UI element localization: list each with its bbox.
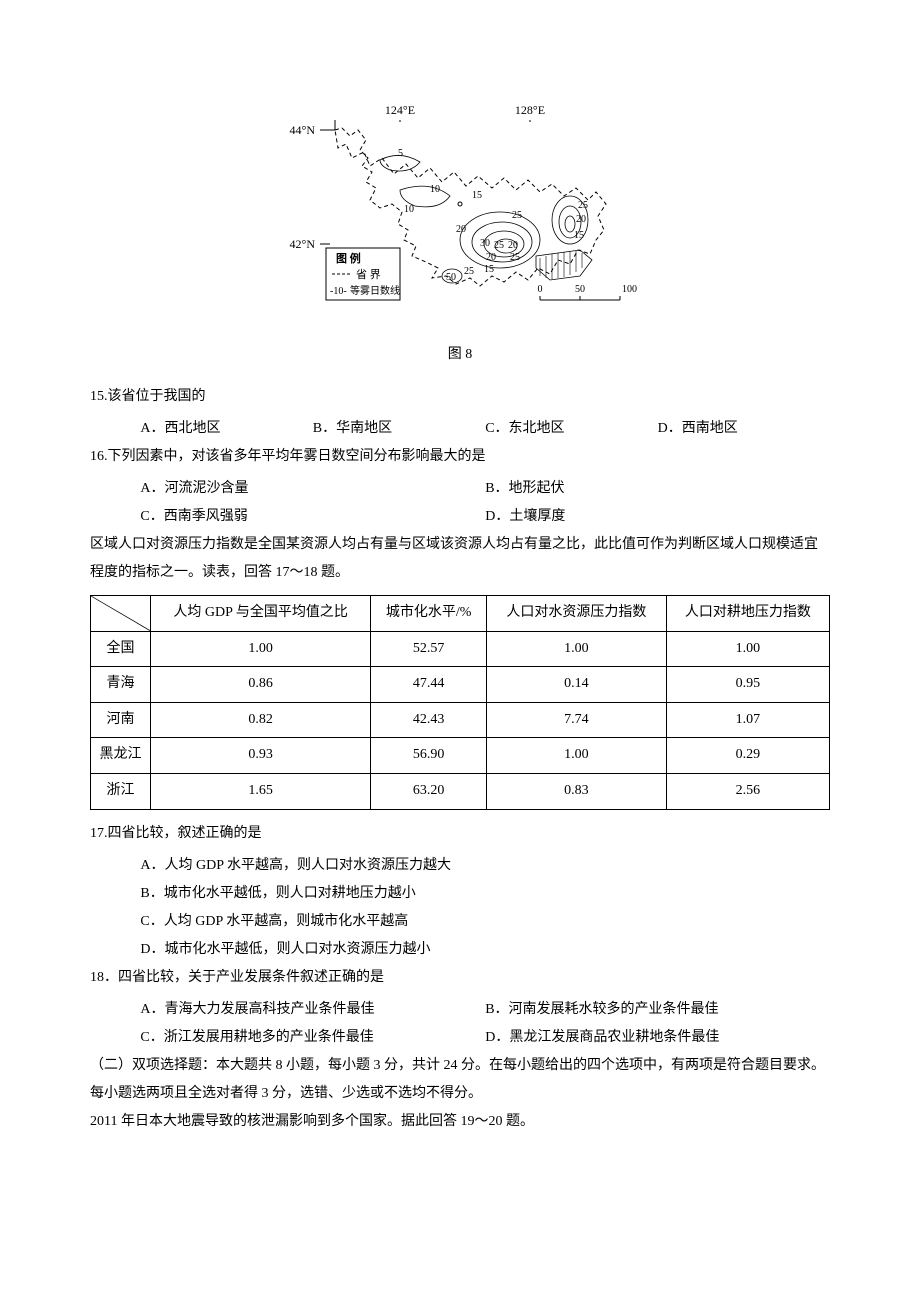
q18-options-row1: A．青海大力发展高科技产业条件最佳 B．河南发展耗水较多的产业条件最佳: [90, 996, 830, 1024]
table-header-1: 人均 GDP 与全国平均值之比: [151, 596, 371, 632]
q15-opt-c: C．东北地区: [485, 415, 657, 443]
q18-stem: 18．四省比较，关于产业发展条件叙述正确的是: [90, 964, 830, 992]
svg-text:省 界: 省 界: [356, 268, 381, 281]
q16-options-row1: A．河流泥沙含量 B．地形起伏: [90, 475, 830, 503]
svg-text:20: 20: [486, 252, 496, 263]
svg-text:100 km: 100 km: [622, 284, 640, 295]
q15-opt-b: B．华南地区: [313, 415, 485, 443]
q15-stem: 15.该省位于我国的: [90, 383, 830, 411]
q18-opt-c: C．浙江发展用耕地多的产业条件最佳: [140, 1024, 485, 1052]
q16-opt-c: C．西南季风强弱: [140, 503, 485, 531]
q17-opt-b: B．城市化水平越低，则人口对耕地压力越小: [90, 880, 830, 908]
svg-text:50: 50: [446, 272, 456, 283]
q16-options-row2: C．西南季风强弱 D．土壤厚度: [90, 503, 830, 531]
q17-opt-c: C．人均 GDP 水平越高，则城市化水平越高: [90, 908, 830, 936]
q17-stem: 17.四省比较，叙述正确的是: [90, 820, 830, 848]
resource-pressure-table: 人均 GDP 与全国平均值之比 城市化水平/% 人口对水资源压力指数 人口对耕地…: [90, 595, 830, 810]
latitude-label-2: 42°N: [290, 237, 316, 251]
svg-text:0: 0: [538, 284, 543, 295]
svg-text:25: 25: [464, 266, 474, 277]
table-row: 青海 0.86 47.44 0.14 0.95: [91, 667, 830, 703]
q16-stem: 16.下列因素中，对该省多年平均年雾日数空间分布影响最大的是: [90, 443, 830, 471]
svg-text:15: 15: [574, 230, 584, 241]
svg-text:10: 10: [404, 204, 414, 215]
figure-caption: 图 8: [90, 341, 830, 369]
svg-text:20: 20: [576, 214, 586, 225]
svg-text:25: 25: [512, 210, 522, 221]
table-row: 全国 1.00 52.57 1.00 1.00: [91, 631, 830, 667]
svg-text:20: 20: [508, 240, 518, 251]
map-svg: 124°E 128°E 44°N 42°N 5 10 10 15 20 25 3…: [280, 100, 640, 320]
longitude-label-2: 128°E: [515, 103, 545, 117]
q15-options: A．西北地区 B．华南地区 C．东北地区 D．西南地区: [90, 415, 830, 443]
table-corner: [91, 596, 151, 632]
table-header-2: 城市化水平/%: [371, 596, 487, 632]
q18-opt-a: A．青海大力发展高科技产业条件最佳: [140, 996, 485, 1024]
svg-text:等雾日数线: 等雾日数线: [350, 284, 400, 297]
latitude-label-1: 44°N: [290, 123, 316, 137]
svg-text:30: 30: [480, 238, 490, 249]
svg-text:15: 15: [472, 190, 482, 201]
table-row: 浙江 1.65 63.20 0.83 2.56: [91, 773, 830, 809]
section-2-instructions: （二）双项选择题：本大题共 8 小题，每小题 3 分，共计 24 分。在每小题给…: [90, 1052, 830, 1108]
table-row: 黑龙江 0.93 56.90 1.00 0.29: [91, 738, 830, 774]
q17-opt-d: D．城市化水平越低，则人口对水资源压力越小: [90, 936, 830, 964]
svg-text:图 例: 图 例: [336, 251, 361, 265]
svg-text:10: 10: [430, 184, 440, 195]
table-row: 河南 0.82 42.43 7.74 1.07: [91, 702, 830, 738]
svg-text:50: 50: [575, 284, 585, 295]
q15-opt-d: D．西南地区: [658, 415, 830, 443]
svg-text:5: 5: [398, 148, 403, 159]
svg-text:15: 15: [484, 264, 494, 275]
q18-opt-d: D．黑龙江发展商品农业耕地条件最佳: [485, 1024, 830, 1052]
q16-opt-b: B．地形起伏: [485, 475, 830, 503]
passage-19-20: 2011 年日本大地震导致的核泄漏影响到多个国家。据此回答 19～20 题。: [90, 1108, 830, 1136]
q16-opt-a: A．河流泥沙含量: [140, 475, 485, 503]
q15-opt-a: A．西北地区: [140, 415, 312, 443]
table-header-3: 人口对水资源压力指数: [487, 596, 667, 632]
svg-text:25: 25: [578, 200, 588, 211]
q18-opt-b: B．河南发展耗水较多的产业条件最佳: [485, 996, 830, 1024]
table-header-4: 人口对耕地压力指数: [666, 596, 829, 632]
q16-opt-d: D．土壤厚度: [485, 503, 830, 531]
svg-text:20: 20: [456, 224, 466, 235]
longitude-label-1: 124°E: [385, 103, 415, 117]
svg-text:25: 25: [510, 252, 520, 263]
scale-bar: 0 50 100 km: [538, 284, 641, 300]
figure-8-map: 124°E 128°E 44°N 42°N 5 10 10 15 20 25 3…: [90, 100, 830, 331]
svg-text:-10-: -10-: [330, 286, 347, 297]
hatched-area: [536, 250, 592, 280]
svg-text:25: 25: [494, 240, 504, 251]
q17-opt-a: A．人均 GDP 水平越高，则人口对水资源压力越大: [90, 852, 830, 880]
q18-options-row2: C．浙江发展用耕地多的产业条件最佳 D．黑龙江发展商品农业耕地条件最佳: [90, 1024, 830, 1052]
passage-17-18: 区域人口对资源压力指数是全国某资源人均占有量与区域该资源人均占有量之比，此比值可…: [90, 531, 830, 587]
